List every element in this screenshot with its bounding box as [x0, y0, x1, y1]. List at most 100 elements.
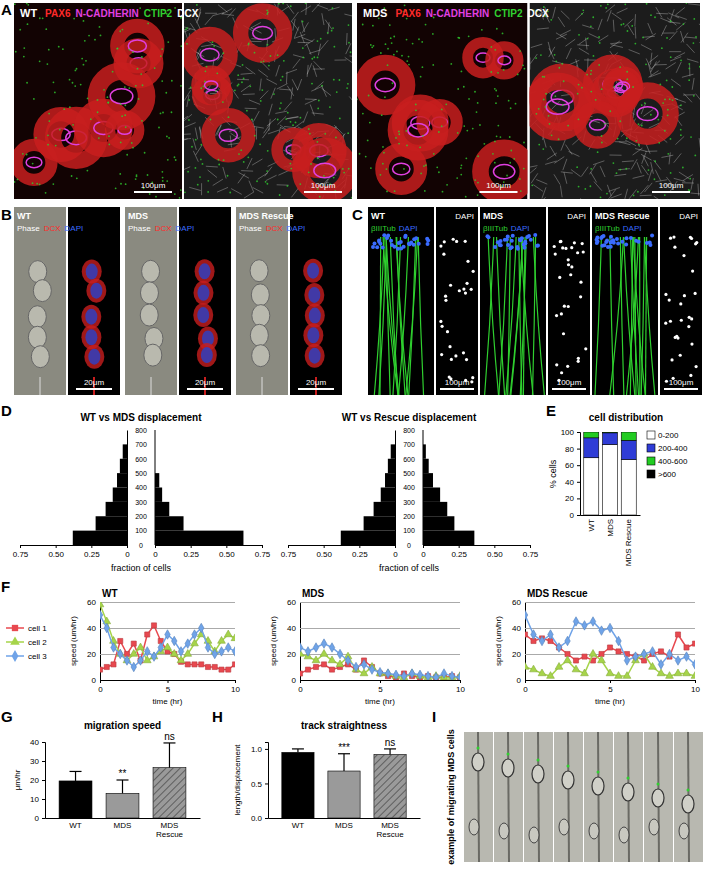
texture: [305, 3, 307, 15]
texture: [195, 128, 197, 140]
panel-letter: C: [352, 206, 363, 223]
texture: [404, 4, 406, 6]
error-bar: [75, 771, 76, 781]
channel-label: DAPI: [176, 224, 195, 233]
nucleus: [648, 243, 652, 247]
legend-label: 400-600: [658, 457, 688, 466]
texture: [238, 153, 240, 155]
background: [0, 0, 704, 869]
texture: [318, 100, 320, 102]
texture: [135, 85, 137, 87]
texture: [669, 51, 681, 52]
texture: [254, 52, 256, 54]
tick: 600: [395, 455, 415, 462]
axis: 0204060: [287, 598, 460, 685]
image: [14, 3, 182, 199]
marker: [100, 667, 103, 672]
texture: [216, 72, 218, 74]
texture: [680, 104, 682, 106]
nucleus: [412, 243, 416, 247]
texture: [36, 183, 38, 185]
texture: [699, 43, 700, 47]
marker: [219, 647, 224, 656]
legend-swatch: [647, 444, 655, 452]
neurite: [409, 237, 416, 395]
nucleus: [672, 235, 675, 238]
texture: [323, 175, 325, 177]
tick-label: 100: [135, 527, 147, 534]
texture: [339, 79, 341, 81]
texture: [161, 48, 163, 50]
texture: [638, 123, 640, 125]
texture: [545, 161, 557, 164]
axis: 0510: [98, 680, 240, 694]
texture: [74, 70, 76, 72]
texture: [560, 185, 562, 197]
axis-title: time (hr): [365, 697, 395, 706]
cell: [252, 305, 270, 327]
figure: A100μm100μmWTPAX6N-CADHERINCTIP2DCX100μm…: [0, 0, 704, 869]
texture: [302, 22, 308, 32]
texture: [618, 169, 630, 170]
marker: [158, 643, 163, 652]
tick: 0: [92, 676, 235, 685]
cell: [250, 324, 268, 346]
texture: [251, 119, 253, 121]
texture: [362, 24, 364, 26]
tick-mark: [56, 545, 57, 548]
texture: [598, 36, 600, 38]
marker: [184, 650, 192, 657]
texture: [495, 102, 497, 104]
nucleus: [560, 312, 563, 315]
texture: [380, 52, 382, 54]
texture: [432, 33, 434, 35]
texture: [76, 68, 78, 70]
texture: [542, 148, 544, 150]
texture: [662, 102, 664, 104]
marker: [525, 632, 528, 637]
legend-label: 0-200: [658, 431, 679, 440]
texture: [442, 191, 444, 193]
tick-label: 300: [403, 499, 415, 506]
lumen: [375, 78, 395, 91]
texture: [590, 73, 592, 75]
line: [100, 625, 235, 669]
texture: [497, 125, 499, 127]
axis-title: fraction of cells: [111, 563, 172, 573]
texture: [74, 85, 76, 87]
texture: [280, 102, 282, 104]
texture: [474, 91, 476, 93]
legend-marker: [12, 625, 18, 631]
texture: [671, 86, 673, 88]
texture: [256, 127, 257, 139]
texture: [161, 80, 163, 82]
nucleus: [390, 243, 394, 247]
nucleus: [570, 246, 573, 249]
bar: [423, 488, 440, 502]
line-chart: WT02040600510speed (um/hr)time (hr)cell …: [6, 588, 240, 706]
nucleus: [637, 240, 641, 244]
texture: [292, 79, 298, 90]
texture: [193, 138, 196, 149]
rosette: [96, 71, 146, 121]
nucleus: [508, 246, 512, 250]
texture: [581, 167, 588, 177]
texture: [254, 135, 256, 137]
texture: [309, 133, 311, 135]
marker: [329, 667, 334, 672]
texture: [185, 123, 196, 128]
scale-bar: [652, 191, 690, 193]
texture: [135, 178, 137, 180]
texture: [628, 25, 634, 35]
texture: [692, 42, 694, 44]
marker: [658, 660, 663, 669]
texture: [258, 70, 268, 77]
texture: [280, 79, 282, 81]
cell: [142, 260, 160, 282]
scale-bar: [440, 388, 474, 390]
tick: 60: [565, 461, 580, 470]
tick-label: 80: [565, 445, 574, 454]
texture: [554, 174, 560, 184]
marker: [124, 656, 129, 665]
bar: [388, 459, 395, 473]
